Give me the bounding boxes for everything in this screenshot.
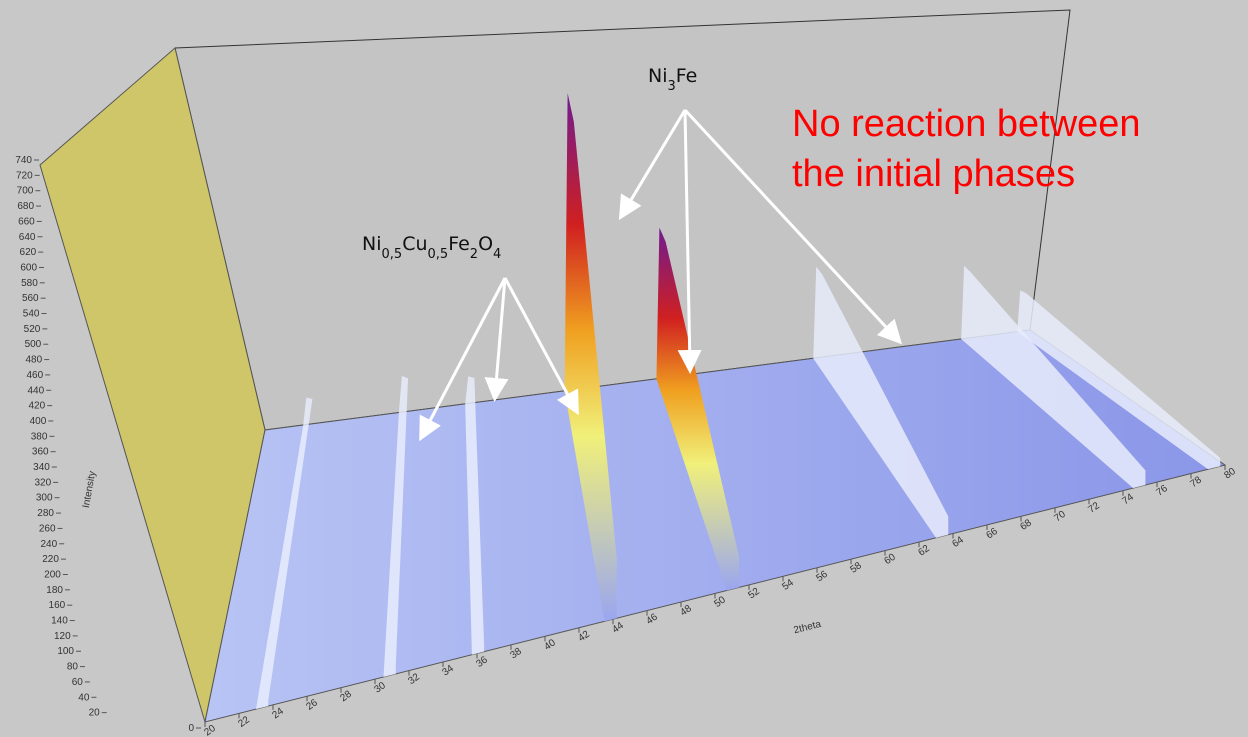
y-tick-label: 80 xyxy=(67,662,79,673)
annotation-note: No reaction between xyxy=(792,103,1141,145)
peak xyxy=(383,375,409,678)
annotation-part: O xyxy=(478,233,493,255)
annotation-note: the initial phases xyxy=(792,153,1075,195)
peak xyxy=(465,376,485,655)
peak xyxy=(961,265,1146,489)
annotation-part: Ni xyxy=(648,65,668,87)
annotation-part: 2 xyxy=(470,247,478,262)
y-tick-label: 720 xyxy=(16,170,33,181)
peak xyxy=(256,397,313,710)
y-tick-label: 360 xyxy=(32,447,49,458)
y-tick-label: 380 xyxy=(31,431,48,442)
y-tick-label: 280 xyxy=(37,508,54,519)
arrows xyxy=(419,108,903,442)
annotation-ferrite: Ni0,5Cu0,5Fe2O4 xyxy=(362,233,501,262)
annotation-part: 0,5 xyxy=(382,247,403,262)
peak xyxy=(564,93,617,622)
annotation-part: 4 xyxy=(493,247,501,262)
y-tick-label: 440 xyxy=(27,385,44,396)
annotation-part: 3 xyxy=(668,79,676,94)
y-tick-label: 660 xyxy=(18,216,35,227)
y-tick-label: 120 xyxy=(54,631,71,642)
y-tick-label: 220 xyxy=(42,554,59,565)
peak xyxy=(813,266,949,538)
y-tick-label: 200 xyxy=(44,569,61,580)
y-tick-label: 320 xyxy=(34,477,51,488)
annotation-part: Fe xyxy=(676,65,698,87)
annotation-ni3fe: Ni3Fe xyxy=(648,65,697,94)
annotation-part: Ni xyxy=(362,233,382,255)
y-tick-label: 580 xyxy=(21,278,38,289)
y-tick-label: 180 xyxy=(46,585,63,596)
y-tick-label: 400 xyxy=(30,416,47,427)
y-tick-label: 0 xyxy=(188,723,194,734)
y-tick-label: 540 xyxy=(23,309,40,320)
annotation-part: Cu xyxy=(402,233,427,255)
y-tick-label: 560 xyxy=(22,293,39,304)
y-tick-label: 40 xyxy=(78,692,90,703)
y-tick-label: 700 xyxy=(17,186,34,197)
annotation-part: Fe xyxy=(448,233,470,255)
y-tick-label: 140 xyxy=(51,616,68,627)
y-tick-label: 20 xyxy=(89,708,101,719)
y-tick-label: 240 xyxy=(40,539,57,550)
peak xyxy=(1017,290,1221,470)
peak xyxy=(656,227,740,591)
y-tick-label: 300 xyxy=(36,493,53,504)
y-tick-label: 500 xyxy=(25,339,42,350)
annotation-part: 0,5 xyxy=(428,247,449,262)
y-tick-label: 520 xyxy=(24,324,41,335)
y-tick-label: 160 xyxy=(49,600,66,611)
y-tick-label: 100 xyxy=(57,646,74,657)
y-tick-label: 680 xyxy=(17,201,34,212)
y-tick-label: 420 xyxy=(29,401,46,412)
y-tick-label: 620 xyxy=(20,247,37,258)
y-tick-label: 640 xyxy=(19,232,36,243)
y-tick-label: 460 xyxy=(26,370,43,381)
y-tick-label: 600 xyxy=(20,262,37,273)
y-tick-label: 60 xyxy=(72,677,84,688)
y-tick-label: 480 xyxy=(25,355,42,366)
y-tick-label: 740 xyxy=(15,155,32,166)
y-tick-label: 260 xyxy=(39,523,56,534)
y-tick-label: 340 xyxy=(33,462,50,473)
